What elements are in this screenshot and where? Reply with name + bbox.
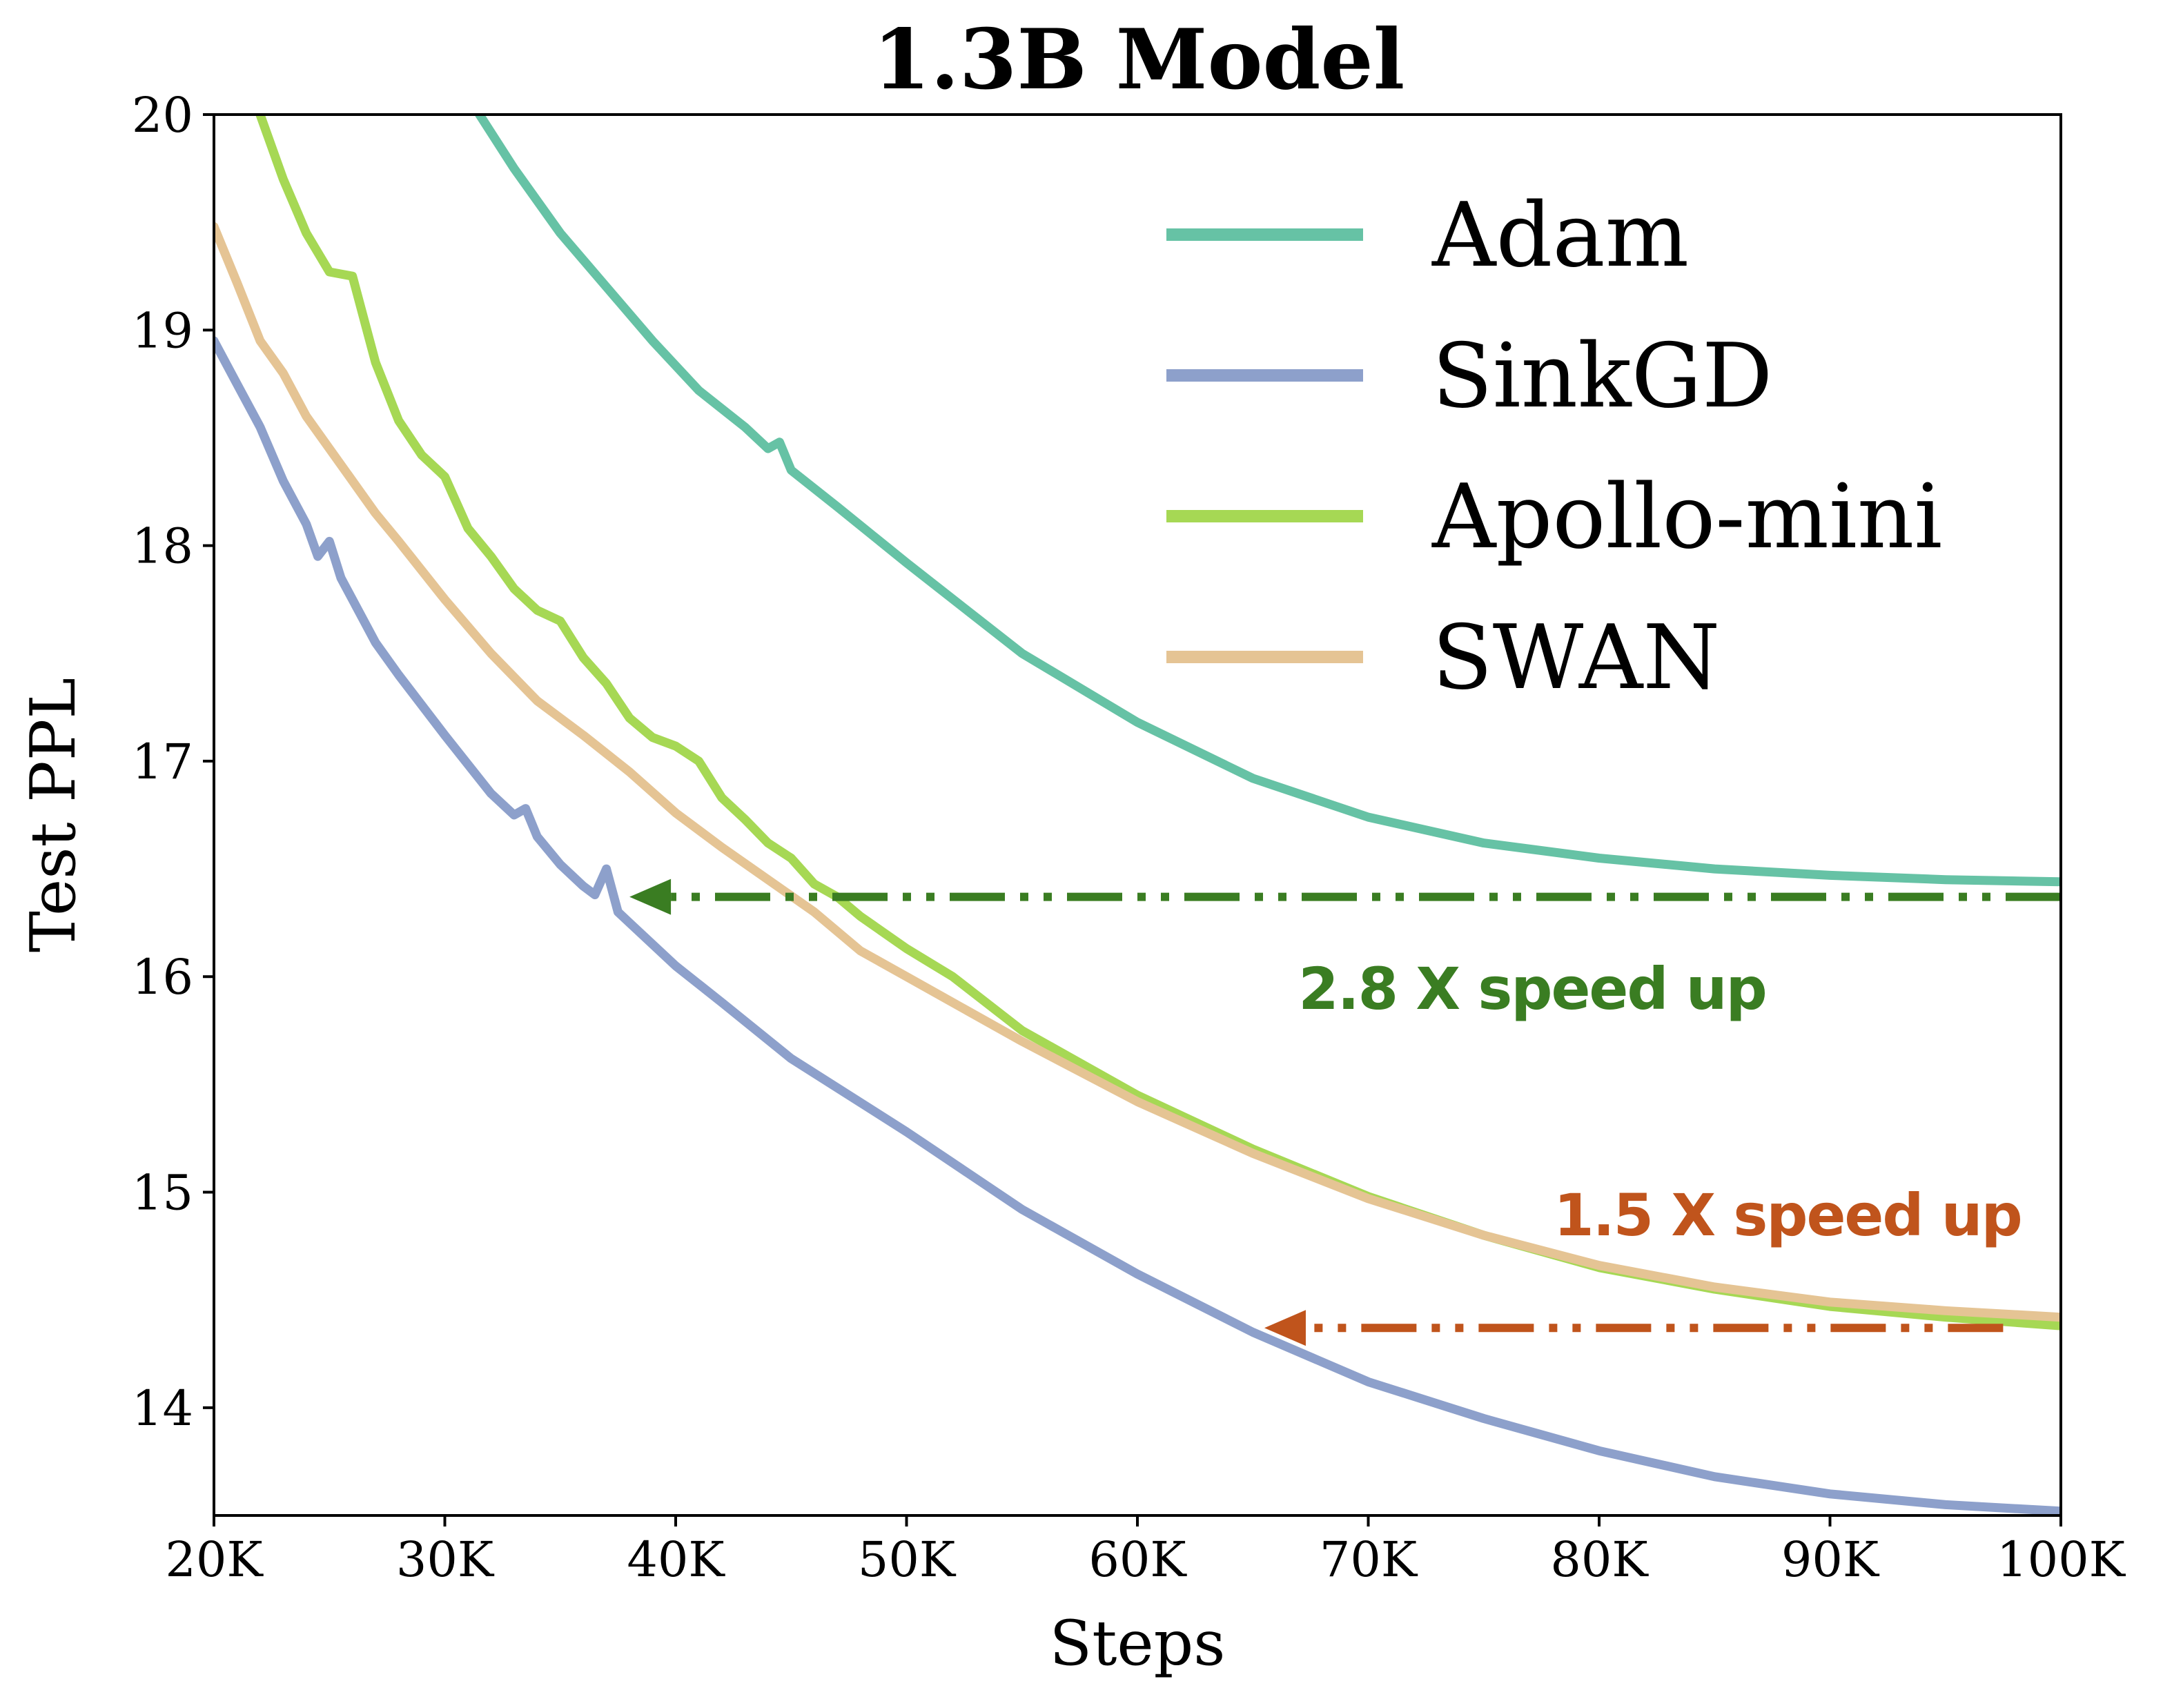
series-line-apollo-mini: [255, 115, 2061, 1331]
speedup-label: 1.5 X speed up: [1554, 1181, 2021, 1249]
y-tick-label: 14: [132, 1380, 193, 1437]
y-tick-label: 17: [132, 734, 193, 790]
plot-frame: [213, 113, 2062, 1517]
series-lines: [214, 115, 2061, 1515]
x-tick-label: 80K: [1550, 1531, 1649, 1588]
legend-label-swan: SWAN: [1432, 607, 1720, 709]
x-tick-label: 100K: [1997, 1531, 2126, 1588]
speedup-arrow-head: [1264, 1310, 1306, 1346]
y-tick-label: 18: [132, 518, 193, 575]
series-line-swan: [214, 222, 2061, 1322]
y-tick-label: 16: [132, 949, 193, 1005]
axis-ticks: 20K 30K 40K 50K 60K 70K 80K 90K 100K 14 15 16 17 18 19…: [132, 87, 2126, 1588]
legend-label-adam: Adam: [1431, 184, 1689, 287]
x-tick-label: 20K: [165, 1531, 264, 1588]
chart-title: 1.3B Model: [873, 11, 1405, 108]
x-tick-label: 70K: [1320, 1531, 1418, 1588]
y-tick-label: 15: [132, 1165, 193, 1221]
series-line-sinkgd: [214, 336, 2061, 1515]
legend-label-apollo-mini: Apollo-mini: [1431, 466, 1942, 569]
x-tick-label: 60K: [1088, 1531, 1187, 1588]
x-tick-label: 30K: [396, 1531, 495, 1588]
y-tick-label: 19: [132, 302, 193, 359]
y-axis-label: Test PPL: [17, 678, 90, 952]
speedup-label: 2.8 X speed up: [1298, 955, 1765, 1023]
x-tick-label: 50K: [858, 1531, 957, 1588]
annotations: 2.8 X speed up 1.5 X speed up: [629, 878, 2061, 1346]
legend-label-sinkgd: SinkGD: [1432, 325, 1773, 428]
y-tick-label: 20: [132, 87, 193, 144]
series-line-adam: [475, 115, 2061, 887]
x-axis-label: Steps: [1050, 1607, 1226, 1680]
speedup-arrow-head: [629, 878, 672, 915]
legend: Adam SinkGD Apollo-mini SWAN: [1166, 184, 1942, 709]
x-tick-label: 90K: [1781, 1531, 1880, 1588]
x-tick-label: 40K: [627, 1531, 725, 1588]
